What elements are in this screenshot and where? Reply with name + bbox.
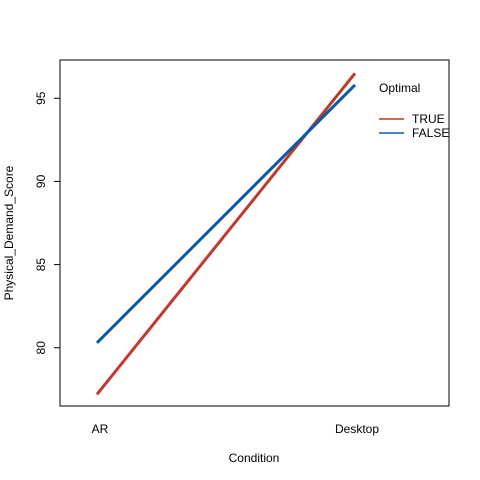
legend-label-true: TRUE bbox=[412, 112, 445, 126]
y-tick-label: 90 bbox=[34, 174, 48, 188]
y-tick-label: 80 bbox=[34, 341, 48, 355]
y-tick-label: 85 bbox=[34, 258, 48, 272]
y-axis: 80 85 90 95 bbox=[34, 91, 60, 354]
legend-label-false: FALSE bbox=[412, 126, 449, 140]
legend: Optimal TRUE FALSE bbox=[379, 81, 449, 140]
x-tick-label: Desktop bbox=[335, 422, 379, 436]
plot-frame bbox=[59, 59, 450, 407]
x-axis: AR Desktop bbox=[92, 422, 380, 436]
x-axis-title: Condition bbox=[229, 451, 280, 465]
y-axis-title: Physical_Demand_Score bbox=[2, 165, 16, 300]
y-tick-label: 95 bbox=[34, 91, 48, 105]
series-lines bbox=[95, 72, 357, 396]
series-line-false bbox=[95, 83, 357, 344]
legend-title: Optimal bbox=[379, 81, 420, 95]
x-tick-label: AR bbox=[92, 422, 109, 436]
series-line-true bbox=[95, 72, 357, 396]
